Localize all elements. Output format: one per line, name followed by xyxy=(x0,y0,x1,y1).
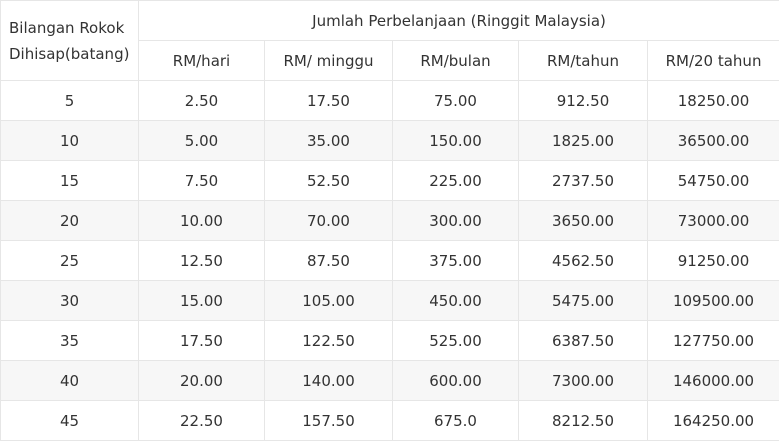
per-week-cell: 87.50 xyxy=(264,240,393,281)
cigarette-count-cell: 10 xyxy=(0,120,139,161)
per-month-cell: 300.00 xyxy=(392,200,519,241)
per-20-years-cell: 36500.00 xyxy=(646,120,779,161)
per-year-cell: 4562.50 xyxy=(518,240,648,281)
per-week-cell: 17.50 xyxy=(264,80,393,121)
per-month-cell: 525.00 xyxy=(392,320,519,361)
per-year-cell: 8212.50 xyxy=(518,400,648,441)
per-day-cell: 22.50 xyxy=(138,400,265,441)
cigarette-count-cell: 40 xyxy=(0,360,139,401)
cigarette-count-cell: 45 xyxy=(0,400,139,441)
column-header-per-year: RM/tahun xyxy=(518,40,648,81)
per-day-cell: 5.00 xyxy=(138,120,265,161)
per-week-cell: 52.50 xyxy=(264,160,393,201)
table-row: 35 17.50 122.50 525.00 6387.50 127750.00 xyxy=(0,320,779,361)
table-body: 5 2.50 17.50 75.00 912.50 18250.00 10 5.00 35.00… xyxy=(0,80,779,441)
per-month-cell: 375.00 xyxy=(392,240,519,281)
corner-header-line1: Bilangan Rokok xyxy=(9,18,125,37)
table-row: 40 20.00 140.00 600.00 7300.00 146000.00 xyxy=(0,360,779,401)
cigarette-count-cell: 15 xyxy=(0,160,139,201)
per-20-years-cell: 73000.00 xyxy=(646,200,779,241)
per-day-cell: 12.50 xyxy=(138,240,265,281)
per-day-cell: 15.00 xyxy=(138,280,265,321)
per-20-years-cell: 146000.00 xyxy=(646,360,779,401)
cigarette-count-header: Bilangan Rokok Dihisap(batang) xyxy=(0,0,139,81)
table-row: 25 12.50 87.50 375.00 4562.50 91250.00 xyxy=(0,240,779,281)
table-row: 5 2.50 17.50 75.00 912.50 18250.00 xyxy=(0,80,779,121)
per-week-cell: 105.00 xyxy=(264,280,393,321)
per-year-cell: 3650.00 xyxy=(518,200,648,241)
cigarette-count-cell: 20 xyxy=(0,200,139,241)
per-year-cell: 1825.00 xyxy=(518,120,648,161)
per-month-cell: 75.00 xyxy=(392,80,519,121)
header-row-top: Bilangan Rokok Dihisap(batang) Jumlah Pe… xyxy=(0,0,779,81)
column-header-per-week: RM/ minggu xyxy=(264,40,393,81)
per-20-years-cell: 109500.00 xyxy=(646,280,779,321)
per-20-years-cell: 18250.00 xyxy=(646,80,779,121)
per-week-cell: 35.00 xyxy=(264,120,393,161)
cigarette-count-cell: 30 xyxy=(0,280,139,321)
cigarette-count-cell: 5 xyxy=(0,80,139,121)
header-row-sub: RM/hari RM/ minggu RM/bulan RM/tahun RM/… xyxy=(1,40,779,81)
per-day-cell: 2.50 xyxy=(138,80,265,121)
column-header-per-day: RM/hari xyxy=(138,40,265,81)
per-day-cell: 20.00 xyxy=(138,360,265,401)
per-day-cell: 17.50 xyxy=(138,320,265,361)
per-year-cell: 2737.50 xyxy=(518,160,648,201)
column-header-per-month: RM/bulan xyxy=(392,40,519,81)
per-year-cell: 7300.00 xyxy=(518,360,648,401)
table-row: 10 5.00 35.00 150.00 1825.00 36500.00 xyxy=(0,120,779,161)
per-year-cell: 912.50 xyxy=(518,80,648,121)
per-month-cell: 600.00 xyxy=(392,360,519,401)
per-day-cell: 7.50 xyxy=(138,160,265,201)
per-year-cell: 6387.50 xyxy=(518,320,648,361)
cigarette-count-cell: 25 xyxy=(0,240,139,281)
per-20-years-cell: 127750.00 xyxy=(646,320,779,361)
per-week-cell: 70.00 xyxy=(264,200,393,241)
per-month-cell: 150.00 xyxy=(392,120,519,161)
per-week-cell: 122.50 xyxy=(264,320,393,361)
per-20-years-cell: 164250.00 xyxy=(646,400,779,441)
per-20-years-cell: 91250.00 xyxy=(646,240,779,281)
column-header-per-20-years: RM/20 tahun xyxy=(646,40,779,81)
table-row: 15 7.50 52.50 225.00 2737.50 54750.00 xyxy=(0,160,779,201)
table-row: 20 10.00 70.00 300.00 3650.00 73000.00 xyxy=(0,200,779,241)
per-month-cell: 450.00 xyxy=(392,280,519,321)
spending-group-header: Jumlah Perbelanjaan (Ringgit Malaysia) xyxy=(137,0,779,41)
per-week-cell: 140.00 xyxy=(264,360,393,401)
per-month-cell: 225.00 xyxy=(392,160,519,201)
per-20-years-cell: 54750.00 xyxy=(646,160,779,201)
table-row: 45 22.50 157.50 675.0 8212.50 164250.00 xyxy=(0,400,779,441)
corner-header-line2: Dihisap(batang) xyxy=(9,44,130,63)
per-month-cell: 675.0 xyxy=(392,400,519,441)
per-year-cell: 5475.00 xyxy=(518,280,648,321)
per-week-cell: 157.50 xyxy=(264,400,393,441)
cigarette-count-cell: 35 xyxy=(0,320,139,361)
per-day-cell: 10.00 xyxy=(138,200,265,241)
table-row: 30 15.00 105.00 450.00 5475.00 109500.00 xyxy=(0,280,779,321)
